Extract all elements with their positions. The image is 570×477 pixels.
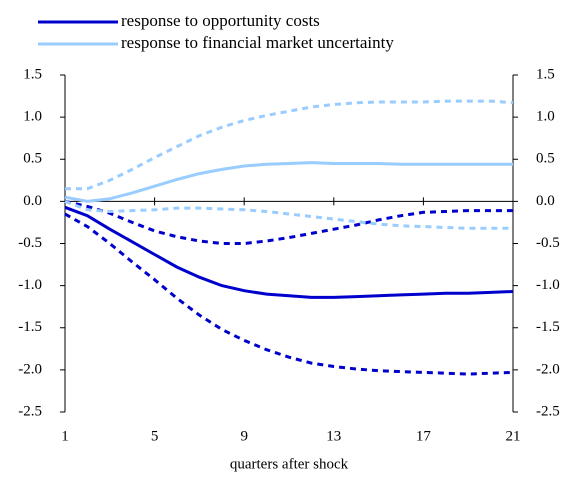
line (64, 205, 514, 299)
y2-tick-label: 0.0 (536, 193, 555, 209)
x-tick-label: 1 (61, 428, 69, 444)
band-line (64, 212, 514, 376)
y2-tick-label: 1.5 (536, 66, 555, 82)
x-tick-label: 5 (151, 428, 159, 444)
x-tick-label: 13 (326, 428, 341, 444)
x-axis-label: quarters after shock (230, 456, 349, 472)
legend-label: response to opportunity costs (121, 11, 320, 30)
y2-tick-label: -1.0 (536, 277, 560, 293)
y-tick-label: -2.5 (18, 403, 42, 419)
legend-label: response to financial market uncertainty (121, 33, 394, 52)
y-tick-label: 0.5 (23, 151, 42, 167)
band-line (64, 199, 513, 230)
y2-tick-label: -2.0 (536, 361, 560, 377)
y2-tick-label: -0.5 (536, 235, 560, 251)
y-tick-label: -0.5 (18, 235, 42, 251)
band-line (65, 99, 514, 191)
y2-tick-label: -1.5 (536, 319, 560, 335)
y-tick-label: 0.0 (23, 193, 42, 209)
x-tick-label: 21 (506, 428, 521, 444)
y-tick-label: -1.5 (18, 319, 42, 335)
y2-tick-label: 0.5 (536, 151, 555, 167)
y-tick-label: -1.0 (18, 277, 42, 293)
x-tick-label: 9 (240, 428, 248, 444)
band-line (64, 199, 513, 245)
y-tick-label: 1.5 (23, 66, 42, 82)
line (64, 161, 513, 203)
x-tick-label: 17 (416, 428, 432, 444)
y2-tick-label: 1.0 (536, 109, 555, 125)
y2-tick-label: -2.5 (536, 403, 560, 419)
y-tick-label: 1.0 (23, 109, 42, 125)
y-tick-label: -2.0 (18, 361, 42, 377)
